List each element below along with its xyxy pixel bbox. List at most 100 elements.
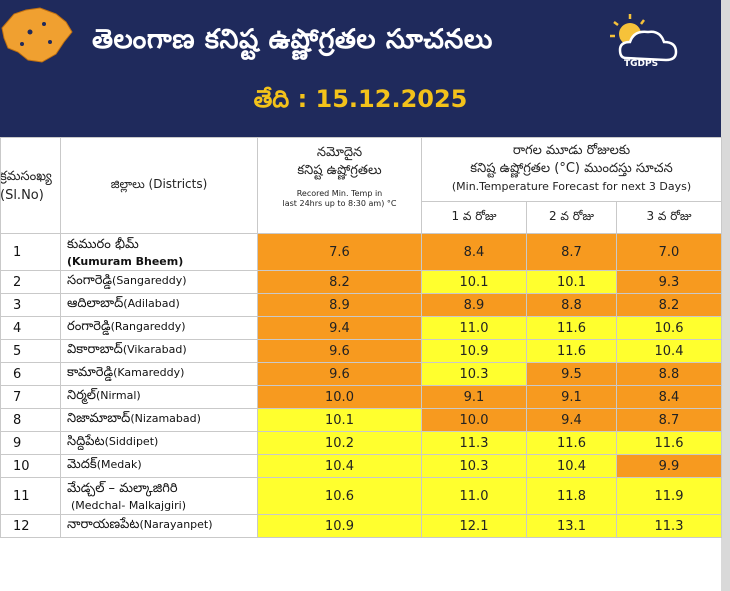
col-header-forecast-te2: కనిష్ట ఉష్ణోగ్రతల (°C) ముందస్తు సూచన [470, 161, 673, 176]
cell-temp-d2: 8.7 [526, 233, 617, 271]
cell-temp-rec: 10.2 [257, 431, 422, 455]
cell-sl: 11 [0, 477, 61, 515]
table-row: 7 నిర్మల్(Nirmal) 10.0 9.1 9.1 8.4 [0, 385, 722, 409]
cell-temp-d1: 10.0 [421, 408, 527, 432]
cell-temp-d1: 10.3 [421, 362, 527, 386]
district-en: (Vikarabad) [122, 343, 187, 356]
cell-district: నారాయణపేట(Narayanpet) [60, 514, 258, 538]
district-en: (Medak) [96, 458, 142, 471]
district-en: (Rangareddy) [110, 320, 186, 333]
cell-district: వికారాబాద్(Vikarabad) [60, 339, 258, 363]
logo-caption: TGDPS [624, 59, 659, 69]
cell-sl: 9 [0, 431, 61, 455]
cell-sl: 6 [0, 362, 61, 386]
header-banner: తెలంగాణ కనిష్ట ఉష్ణోగ్రతల సూచనలు తేది : … [0, 0, 721, 137]
table-row: 4 రంగారెడ్డి(Rangareddy) 9.4 11.0 11.6 10.6 [0, 316, 722, 340]
cell-temp-d1: 10.1 [421, 270, 527, 294]
cell-temp-d3: 7.0 [616, 233, 722, 271]
district-te: రంగారెడ్డి [67, 319, 111, 334]
district-en: (Medchal- Malkajgiri) [71, 498, 186, 512]
cell-temp-d3: 8.4 [616, 385, 722, 409]
cell-sl: 1 [0, 233, 61, 271]
cell-sl: 2 [0, 270, 61, 294]
cell-temp-d3: 11.6 [616, 431, 722, 455]
district-te: కుమురం భీమ్ [67, 236, 139, 252]
cell-temp-d1: 11.3 [421, 431, 527, 455]
district-te: సంగారెడ్డి [67, 273, 113, 288]
cell-district: కామారెడ్డి(Kamareddy) [60, 362, 258, 386]
cell-temp-rec: 10.0 [257, 385, 422, 409]
district-en: (Sangareddy) [112, 274, 187, 287]
cell-temp-d2: 9.1 [526, 385, 617, 409]
cell-temp-rec: 9.4 [257, 316, 422, 340]
cell-temp-rec: 9.6 [257, 339, 422, 363]
col-header-day1: 1 వ రోజు [421, 201, 527, 234]
col-header-forecast-en: (Min.Temperature Forecast for next 3 Day… [451, 180, 692, 193]
cell-temp-d2: 10.1 [526, 270, 617, 294]
cell-temp-rec: 10.9 [257, 514, 422, 538]
table-row: 10 మెదక్(Medak) 10.4 10.3 10.4 9.9 [0, 454, 722, 478]
col-header-day3: 3 వ రోజు [616, 201, 722, 234]
cell-district: కుమురం భీమ్ (Kumuram Bheem) [60, 233, 258, 271]
cell-sl: 4 [0, 316, 61, 340]
cell-temp-d2: 11.6 [526, 316, 617, 340]
district-te: నారాయణపేట [67, 517, 140, 532]
district-en: (Nizamabad) [130, 412, 201, 425]
col-header-recorded-te2: కనిష్ట ఉష్ణోగ్రతలు [297, 163, 382, 178]
district-en: (Kamareddy) [113, 366, 185, 379]
forecast-table: క్రమసంఖ్య (Sl.No) జిల్లాలు (Districts) న… [0, 137, 722, 538]
table-row: 12 నారాయణపేట(Narayanpet) 10.9 12.1 13.1 11.3 [0, 514, 722, 538]
cell-temp-d2: 11.6 [526, 339, 617, 363]
cell-temp-d3: 11.9 [616, 477, 722, 515]
cell-temp-d1: 11.0 [421, 316, 527, 340]
cell-temp-d1: 10.3 [421, 454, 527, 478]
district-en: (Narayanpet) [139, 518, 213, 531]
cell-temp-d1: 8.4 [421, 233, 527, 271]
col-header-recorded-en1: Recored Min. Temp in [296, 189, 383, 198]
cell-temp-rec: 10.1 [257, 408, 422, 432]
cell-temp-d2: 11.8 [526, 477, 617, 515]
cell-sl: 8 [0, 408, 61, 432]
table-row: 1 కుమురం భీమ్ (Kumuram Bheem) 7.6 8.4 8.7 7.0 [0, 233, 722, 271]
cell-temp-d3: 10.4 [616, 339, 722, 363]
district-te: నిజామాబాద్ [67, 411, 131, 426]
cell-district: మెదక్(Medak) [60, 454, 258, 478]
telangana-map-icon [1, 7, 73, 63]
cell-temp-rec: 7.6 [257, 233, 422, 271]
cell-temp-rec: 9.6 [257, 362, 422, 386]
col-header-sl: క్రమసంఖ్య (Sl.No) [0, 137, 61, 234]
cell-sl: 10 [0, 454, 61, 478]
cell-temp-rec: 8.2 [257, 270, 422, 294]
col-header-sl-en: (Sl.No) [0, 187, 44, 203]
col-header-district: జిల్లాలు (Districts) [60, 137, 258, 234]
col-header-sl-te: క్రమసంఖ్య [0, 168, 52, 184]
cell-temp-d2: 11.6 [526, 431, 617, 455]
cell-sl: 3 [0, 293, 61, 317]
cell-temp-rec: 8.9 [257, 293, 422, 317]
cell-temp-d3: 11.3 [616, 514, 722, 538]
table-row: 6 కామారెడ్డి(Kamareddy) 9.6 10.3 9.5 8.8 [0, 362, 722, 386]
cell-sl: 5 [0, 339, 61, 363]
date-label: తేది : 15.12.2025 [253, 85, 468, 113]
cell-temp-d1: 9.1 [421, 385, 527, 409]
side-border [721, 0, 730, 591]
cell-district: రంగారెడ్డి(Rangareddy) [60, 316, 258, 340]
forecast-table-wrap: క్రమసంఖ్య (Sl.No) జిల్లాలు (Districts) న… [0, 137, 722, 538]
table-row: 3 ఆదిలాబాద్(Adilabad) 8.9 8.9 8.8 8.2 [0, 293, 722, 317]
cell-temp-d3: 10.6 [616, 316, 722, 340]
district-te: నిర్మల్ [67, 388, 96, 403]
cell-temp-rec: 10.6 [257, 477, 422, 515]
table-row: 11 మేడ్చల్ – మల్కాజిగిరి (Medchal- Malkajg… [0, 477, 722, 515]
cell-temp-d3: 8.7 [616, 408, 722, 432]
cell-temp-d1: 11.0 [421, 477, 527, 515]
col-header-forecast-te1: రాగల మూడు రోజులకు [512, 143, 631, 158]
col-header-forecast: రాగల మూడు రోజులకు కనిష్ట ఉష్ణోగ్రతల (°C)… [421, 137, 722, 202]
district-te: వికారాబాద్ [67, 342, 123, 357]
cell-temp-rec: 10.4 [257, 454, 422, 478]
cell-district: మేడ్చల్ – మల్కాజిగిరి (Medchal- Malkajgir… [60, 477, 258, 515]
district-te: మేడ్చల్ – మల్కాజిగిరి [67, 480, 178, 496]
district-te: ఆదిలాబాద్ [67, 296, 124, 311]
table-row: 5 వికారాబాద్(Vikarabad) 9.6 10.9 11.6 10.4 [0, 339, 722, 363]
table-body: 1 కుమురం భీమ్ (Kumuram Bheem) 7.6 8.4 8.7 7.0 2… [0, 233, 722, 538]
cell-temp-d1: 12.1 [421, 514, 527, 538]
